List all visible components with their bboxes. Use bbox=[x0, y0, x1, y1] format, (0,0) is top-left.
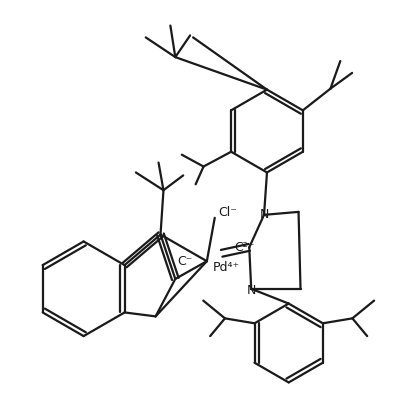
Text: Cl⁻: Cl⁻ bbox=[218, 206, 237, 220]
Text: C⁻: C⁻ bbox=[178, 255, 193, 268]
Text: N: N bbox=[246, 284, 256, 297]
Text: N: N bbox=[259, 208, 269, 222]
Text: C²⁻: C²⁻ bbox=[234, 241, 255, 254]
Text: Pd⁴⁺: Pd⁴⁺ bbox=[213, 261, 240, 274]
